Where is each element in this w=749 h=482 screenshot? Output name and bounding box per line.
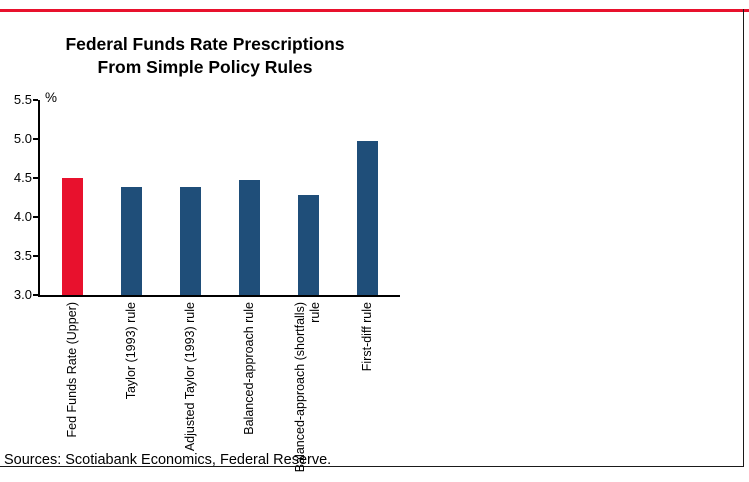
y-tick-label: 4.0 — [13, 209, 32, 224]
source-note: Sources: Scotiabank Economics, Federal R… — [4, 452, 332, 468]
x-axis-label: First-diff rule — [359, 302, 374, 372]
y-axis-unit-label: % — [45, 90, 58, 105]
bar-5 — [356, 140, 378, 295]
bar-3 — [238, 180, 260, 295]
bar-4 — [297, 195, 319, 295]
bar-1 — [120, 187, 142, 295]
frame-right-border — [743, 9, 744, 467]
bar-2 — [179, 187, 201, 295]
x-axis-label: Balanced-approach (shortfalls) rule — [293, 302, 322, 473]
y-tick-label: 3.0 — [13, 287, 32, 302]
bar-0 — [61, 178, 83, 295]
y-axis-line — [38, 100, 40, 296]
frame-bottom-border — [0, 466, 744, 467]
y-tick-mark — [33, 177, 38, 179]
y-tick-label: 4.5 — [13, 170, 32, 185]
top-red-rule — [0, 9, 749, 12]
x-axis-line — [38, 295, 400, 297]
y-tick-mark — [33, 216, 38, 218]
y-tick-mark — [33, 99, 38, 101]
y-tick-mark — [33, 294, 38, 296]
x-axis-label: Fed Funds Rate (Upper) — [64, 302, 79, 438]
chart-title-line2: From Simple Policy Rules — [97, 57, 313, 78]
x-axis-label: Taylor (1993) rule — [123, 302, 138, 400]
chart-title: Federal Funds Rate Prescriptions From Si… — [40, 33, 370, 79]
chart-title-line1: Federal Funds Rate Prescriptions — [65, 34, 345, 54]
y-tick-mark — [33, 255, 38, 257]
y-tick-label: 5.5 — [13, 92, 32, 107]
y-tick-label: 3.5 — [13, 248, 32, 263]
y-tick-label: 5.0 — [13, 131, 32, 146]
y-tick-mark — [33, 138, 38, 140]
x-axis-label: Adjusted Taylor (1993) rule — [182, 302, 197, 452]
x-axis-label: Balanced-approach rule — [241, 302, 256, 435]
